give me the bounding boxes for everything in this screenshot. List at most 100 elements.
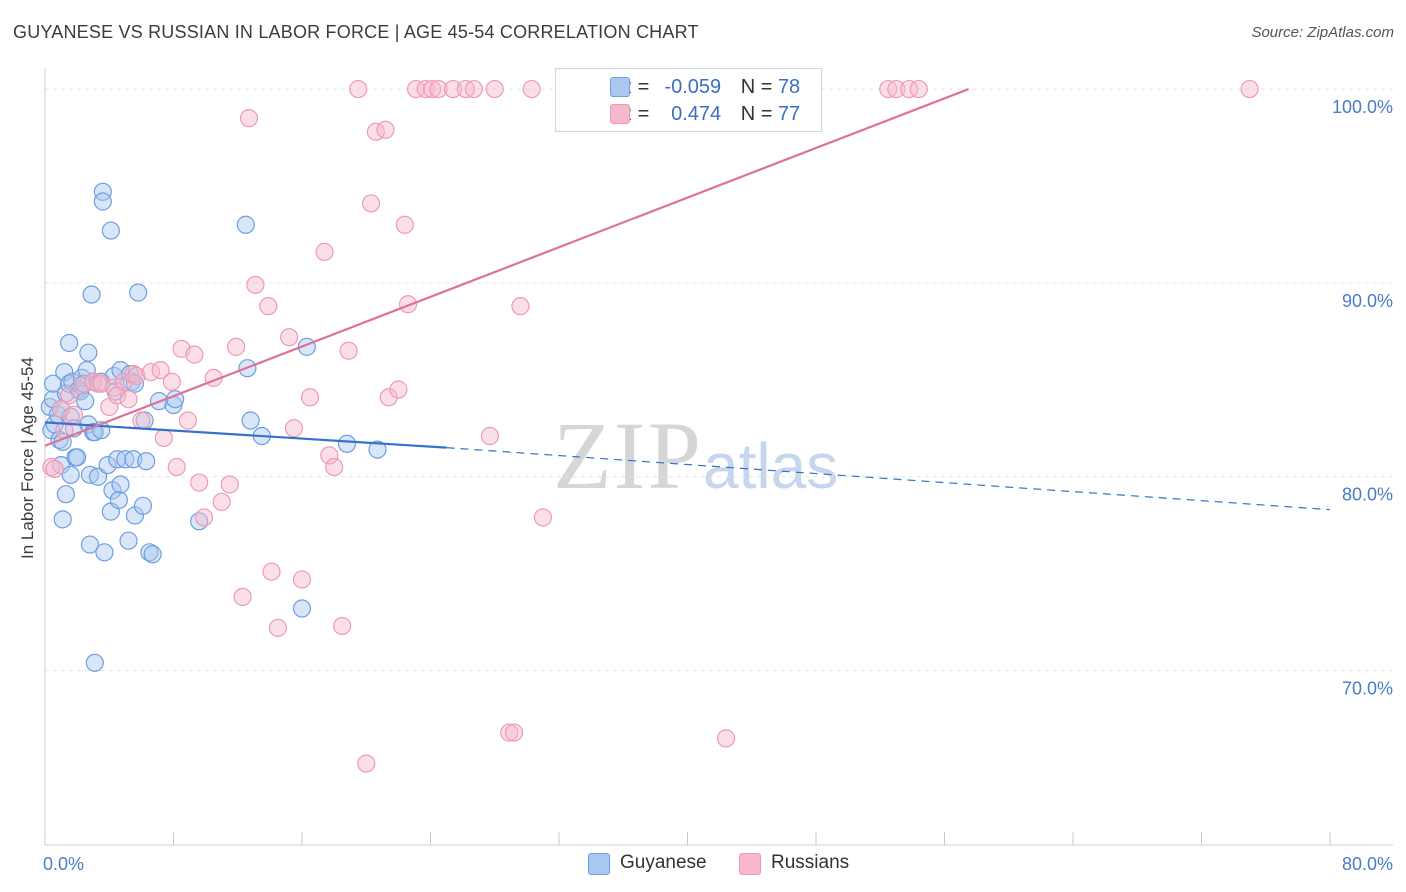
x-tick-label: 80.0% — [1342, 854, 1393, 874]
russians-point — [280, 328, 299, 347]
russians-point — [357, 754, 376, 773]
russians-swatch — [610, 104, 630, 124]
grid-layer — [45, 88, 1393, 672]
guyanese-point — [82, 285, 101, 304]
legend-row-russians: R = 0.474 N = 77 — [582, 103, 800, 125]
russians-point — [389, 380, 408, 399]
guyanese-point — [93, 182, 112, 201]
guyanese-point — [93, 192, 112, 211]
russians-point — [464, 79, 483, 99]
series-legend: Guyanese Russians — [0, 852, 1406, 878]
russians-point — [315, 242, 334, 261]
russians-point — [246, 275, 265, 294]
correlation-legend: R = -0.059 N = 78 R = 0.474 N = 77 — [555, 68, 822, 132]
y-tick-label: 70.0% — [1342, 679, 1393, 699]
russians-point — [325, 457, 344, 477]
russians-point — [212, 492, 231, 512]
russians-point — [511, 297, 530, 316]
russians-point — [124, 364, 143, 384]
guyanese-point — [119, 531, 138, 550]
guyanese-point — [85, 653, 104, 672]
russians-point — [349, 79, 368, 99]
watermark-zip: ZIP — [553, 402, 703, 509]
russians-point — [423, 79, 442, 99]
guyanese-point — [79, 343, 98, 362]
russians-point — [194, 508, 214, 527]
russians-point — [151, 361, 170, 380]
russians-point — [900, 79, 919, 99]
guyanese-point — [129, 283, 148, 302]
russians-point — [154, 428, 173, 448]
russians-point — [361, 194, 381, 213]
russians-point — [320, 446, 339, 465]
russians-point — [239, 109, 259, 128]
guyanese-point — [53, 510, 72, 529]
russians-n-value: 77 — [777, 103, 801, 125]
guyanese-point — [80, 535, 100, 554]
russians-point — [178, 411, 198, 430]
legend-item-guyanese: Guyanese — [588, 852, 707, 875]
trend-lines — [44, 88, 1331, 511]
guyanese-point — [88, 467, 108, 486]
guyanese-point — [140, 543, 159, 562]
y-tick-label: 100.0% — [1332, 97, 1393, 117]
guyanese-r-value: -0.059 — [664, 76, 722, 98]
russians-point — [480, 426, 500, 446]
guyanese-n-label: N = — [740, 76, 773, 98]
legend-item-russians: Russians — [739, 852, 849, 875]
russians-point — [42, 457, 61, 477]
russians-points — [42, 79, 1259, 773]
guyanese-point — [109, 490, 128, 510]
russians-point — [716, 729, 736, 748]
russians-point — [416, 79, 435, 99]
guyanese-legend-swatch — [588, 853, 610, 875]
russians-point — [500, 723, 519, 742]
guyanese-point — [368, 440, 387, 459]
guyanese-point — [337, 434, 357, 453]
russians-r-value: 0.474 — [671, 103, 722, 125]
russians-point — [395, 215, 414, 234]
y-tick-label: 90.0% — [1342, 291, 1393, 311]
russians-n-label: N = — [740, 103, 773, 125]
russians-point — [376, 120, 395, 139]
russians-point — [533, 508, 553, 527]
russians-point — [284, 419, 304, 438]
russians-point — [259, 297, 278, 316]
watermark: ZIPatlas — [553, 400, 838, 511]
russians-point — [220, 475, 239, 494]
russians-point — [132, 411, 151, 430]
russians-point — [72, 376, 92, 395]
x-tick-label: 0.0% — [43, 854, 84, 874]
russians-trend-line — [44, 88, 969, 447]
russians-point — [339, 341, 358, 360]
chart-title: GUYANESE VS RUSSIAN IN LABOR FORCE | AGE… — [13, 22, 699, 42]
russians-point — [262, 562, 281, 581]
guyanese-point — [101, 221, 120, 240]
russians-point — [333, 616, 352, 636]
legend-row-guyanese: R = -0.059 N = 78 — [582, 76, 800, 98]
guyanese-point — [143, 545, 162, 564]
russians-point — [504, 723, 524, 742]
russians-point — [127, 366, 146, 386]
russians-point — [485, 79, 504, 99]
russians-point — [45, 459, 64, 479]
guyanese-point — [133, 496, 153, 515]
russians-point — [522, 79, 541, 99]
russians-point — [379, 388, 398, 407]
russians-point — [167, 457, 186, 477]
tick-labels: 100.0% 90.0% 80.0% 70.0% 0.0% 80.0% — [43, 97, 1393, 874]
guyanese-n-value: 78 — [777, 76, 801, 98]
russians-point — [185, 345, 204, 364]
guyanese-trend-line — [44, 421, 447, 449]
russians-point — [1240, 79, 1259, 99]
guyanese-point — [68, 448, 87, 467]
guyanese-point — [43, 374, 63, 393]
russians-point — [59, 386, 79, 405]
guyanese-point — [236, 215, 255, 234]
russians-point — [119, 390, 138, 409]
guyanese-point — [137, 452, 156, 471]
russians-point — [429, 79, 448, 99]
guyanese-trend-line-extrapolated — [446, 447, 1331, 511]
source-credit: Source: ZipAtlas.com — [1251, 24, 1394, 41]
guyanese-point — [61, 465, 80, 484]
